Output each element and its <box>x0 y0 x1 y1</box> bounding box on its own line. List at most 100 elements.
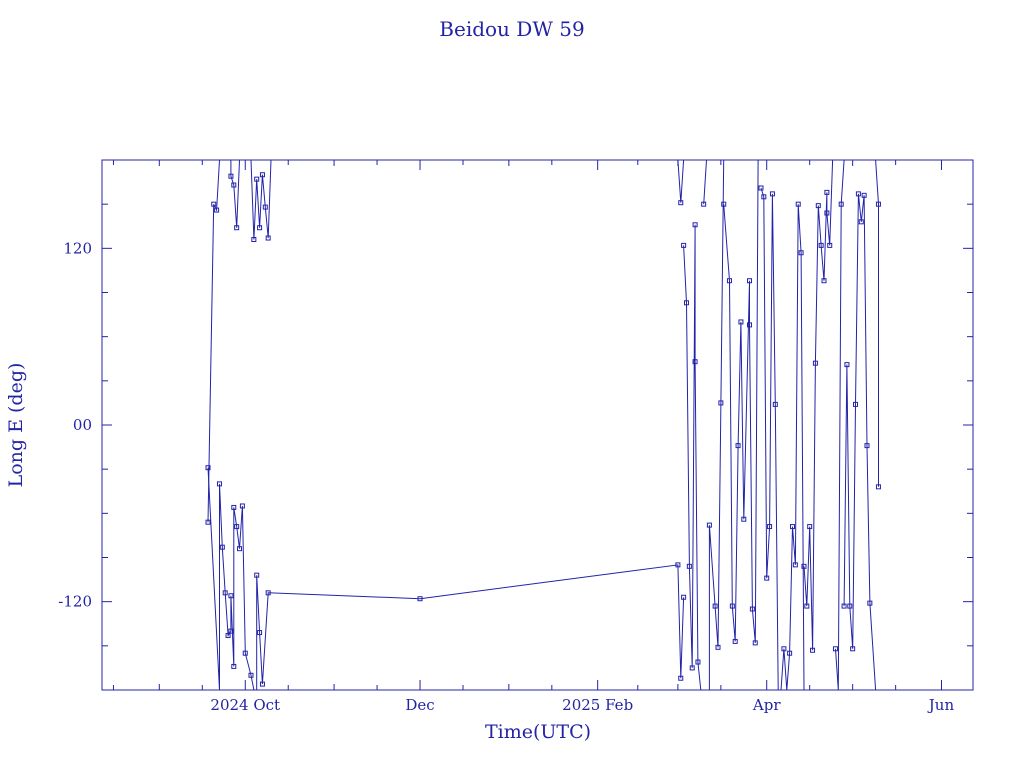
data-point <box>248 672 254 678</box>
data-point <box>228 628 234 634</box>
data-point <box>738 319 744 325</box>
data-point <box>257 630 263 636</box>
data-point <box>818 242 824 248</box>
data-point <box>761 194 767 200</box>
data-point <box>683 300 689 306</box>
data-point <box>747 278 753 284</box>
data-point <box>678 200 684 206</box>
data-point <box>749 606 755 612</box>
data-point <box>787 650 793 656</box>
data-point <box>686 563 692 569</box>
y-tick-label: 120 <box>63 239 92 257</box>
data-point <box>732 638 738 644</box>
tick-labels: 120 00 -120 2024 Oct Dec 2025 Feb Apr Jun <box>58 239 954 714</box>
data-point <box>712 603 718 609</box>
data-point <box>715 644 721 650</box>
series-line <box>780 204 805 690</box>
data-point <box>764 575 770 581</box>
data-point <box>675 562 681 568</box>
data-point <box>767 524 773 530</box>
series-line <box>207 467 220 690</box>
series-line <box>760 187 779 690</box>
data-point <box>205 465 211 471</box>
chart-title: Beidou DW 59 <box>439 17 584 41</box>
x-tick-label: Dec <box>405 696 434 714</box>
data-point <box>219 544 225 550</box>
data-point <box>858 219 864 225</box>
data-point <box>214 207 220 213</box>
data-point <box>242 650 248 656</box>
series-line <box>230 160 240 228</box>
data-point <box>692 359 698 365</box>
y-tick-label: -120 <box>58 593 92 611</box>
series-line <box>708 160 725 690</box>
data-point <box>815 203 821 209</box>
series-line <box>835 160 845 690</box>
data-point <box>262 204 268 210</box>
data-point <box>259 172 265 178</box>
data-point <box>239 503 245 509</box>
data-point <box>821 278 827 284</box>
x-tick-label: Jun <box>927 696 955 714</box>
data-point <box>251 237 257 242</box>
data-point <box>795 201 801 207</box>
series-line <box>683 224 702 690</box>
data-point <box>752 640 758 646</box>
data-point <box>747 322 753 328</box>
data-point <box>832 646 838 652</box>
data-point <box>225 633 231 639</box>
data-series <box>205 160 881 690</box>
data-point <box>231 504 237 510</box>
data-point <box>850 646 856 652</box>
series-line <box>250 160 272 240</box>
y-axis-label: Long E (deg) <box>5 363 27 488</box>
data-point <box>417 596 423 602</box>
data-point <box>741 516 747 522</box>
data-point <box>847 603 853 609</box>
series-line <box>207 160 220 523</box>
data-point <box>695 659 701 665</box>
data-point <box>706 522 712 528</box>
data-point <box>867 600 873 606</box>
data-point <box>259 681 265 687</box>
data-point <box>875 484 881 490</box>
data-point <box>265 590 271 596</box>
plot-frame <box>101 159 974 691</box>
data-point <box>205 519 211 525</box>
data-point <box>769 191 775 197</box>
data-point <box>228 173 234 179</box>
data-point <box>864 443 870 449</box>
data-point <box>838 201 844 207</box>
data-point <box>681 242 687 248</box>
data-point <box>234 524 240 530</box>
data-point <box>254 572 260 578</box>
series-line <box>677 160 685 203</box>
data-point <box>824 189 830 195</box>
data-point <box>265 235 271 241</box>
data-point <box>853 401 859 407</box>
data-point <box>804 603 810 609</box>
data-point <box>211 201 217 207</box>
data-point <box>216 481 222 487</box>
data-point <box>807 524 813 530</box>
data-point <box>681 594 687 600</box>
x-axis-label: Time(UTC) <box>485 721 591 743</box>
data-point <box>721 201 727 207</box>
data-point <box>827 242 833 248</box>
series-line <box>723 160 759 643</box>
data-point <box>689 665 695 671</box>
data-point <box>792 562 798 568</box>
series-line <box>875 160 879 487</box>
data-point <box>729 603 735 609</box>
data-point <box>798 250 804 256</box>
data-point <box>228 593 234 599</box>
series-line <box>843 193 877 690</box>
data-point <box>231 663 237 669</box>
data-point <box>254 176 260 182</box>
series-line <box>703 160 707 205</box>
data-point <box>237 546 243 552</box>
data-point <box>735 443 741 449</box>
series-line <box>803 160 834 651</box>
data-point <box>222 590 228 596</box>
